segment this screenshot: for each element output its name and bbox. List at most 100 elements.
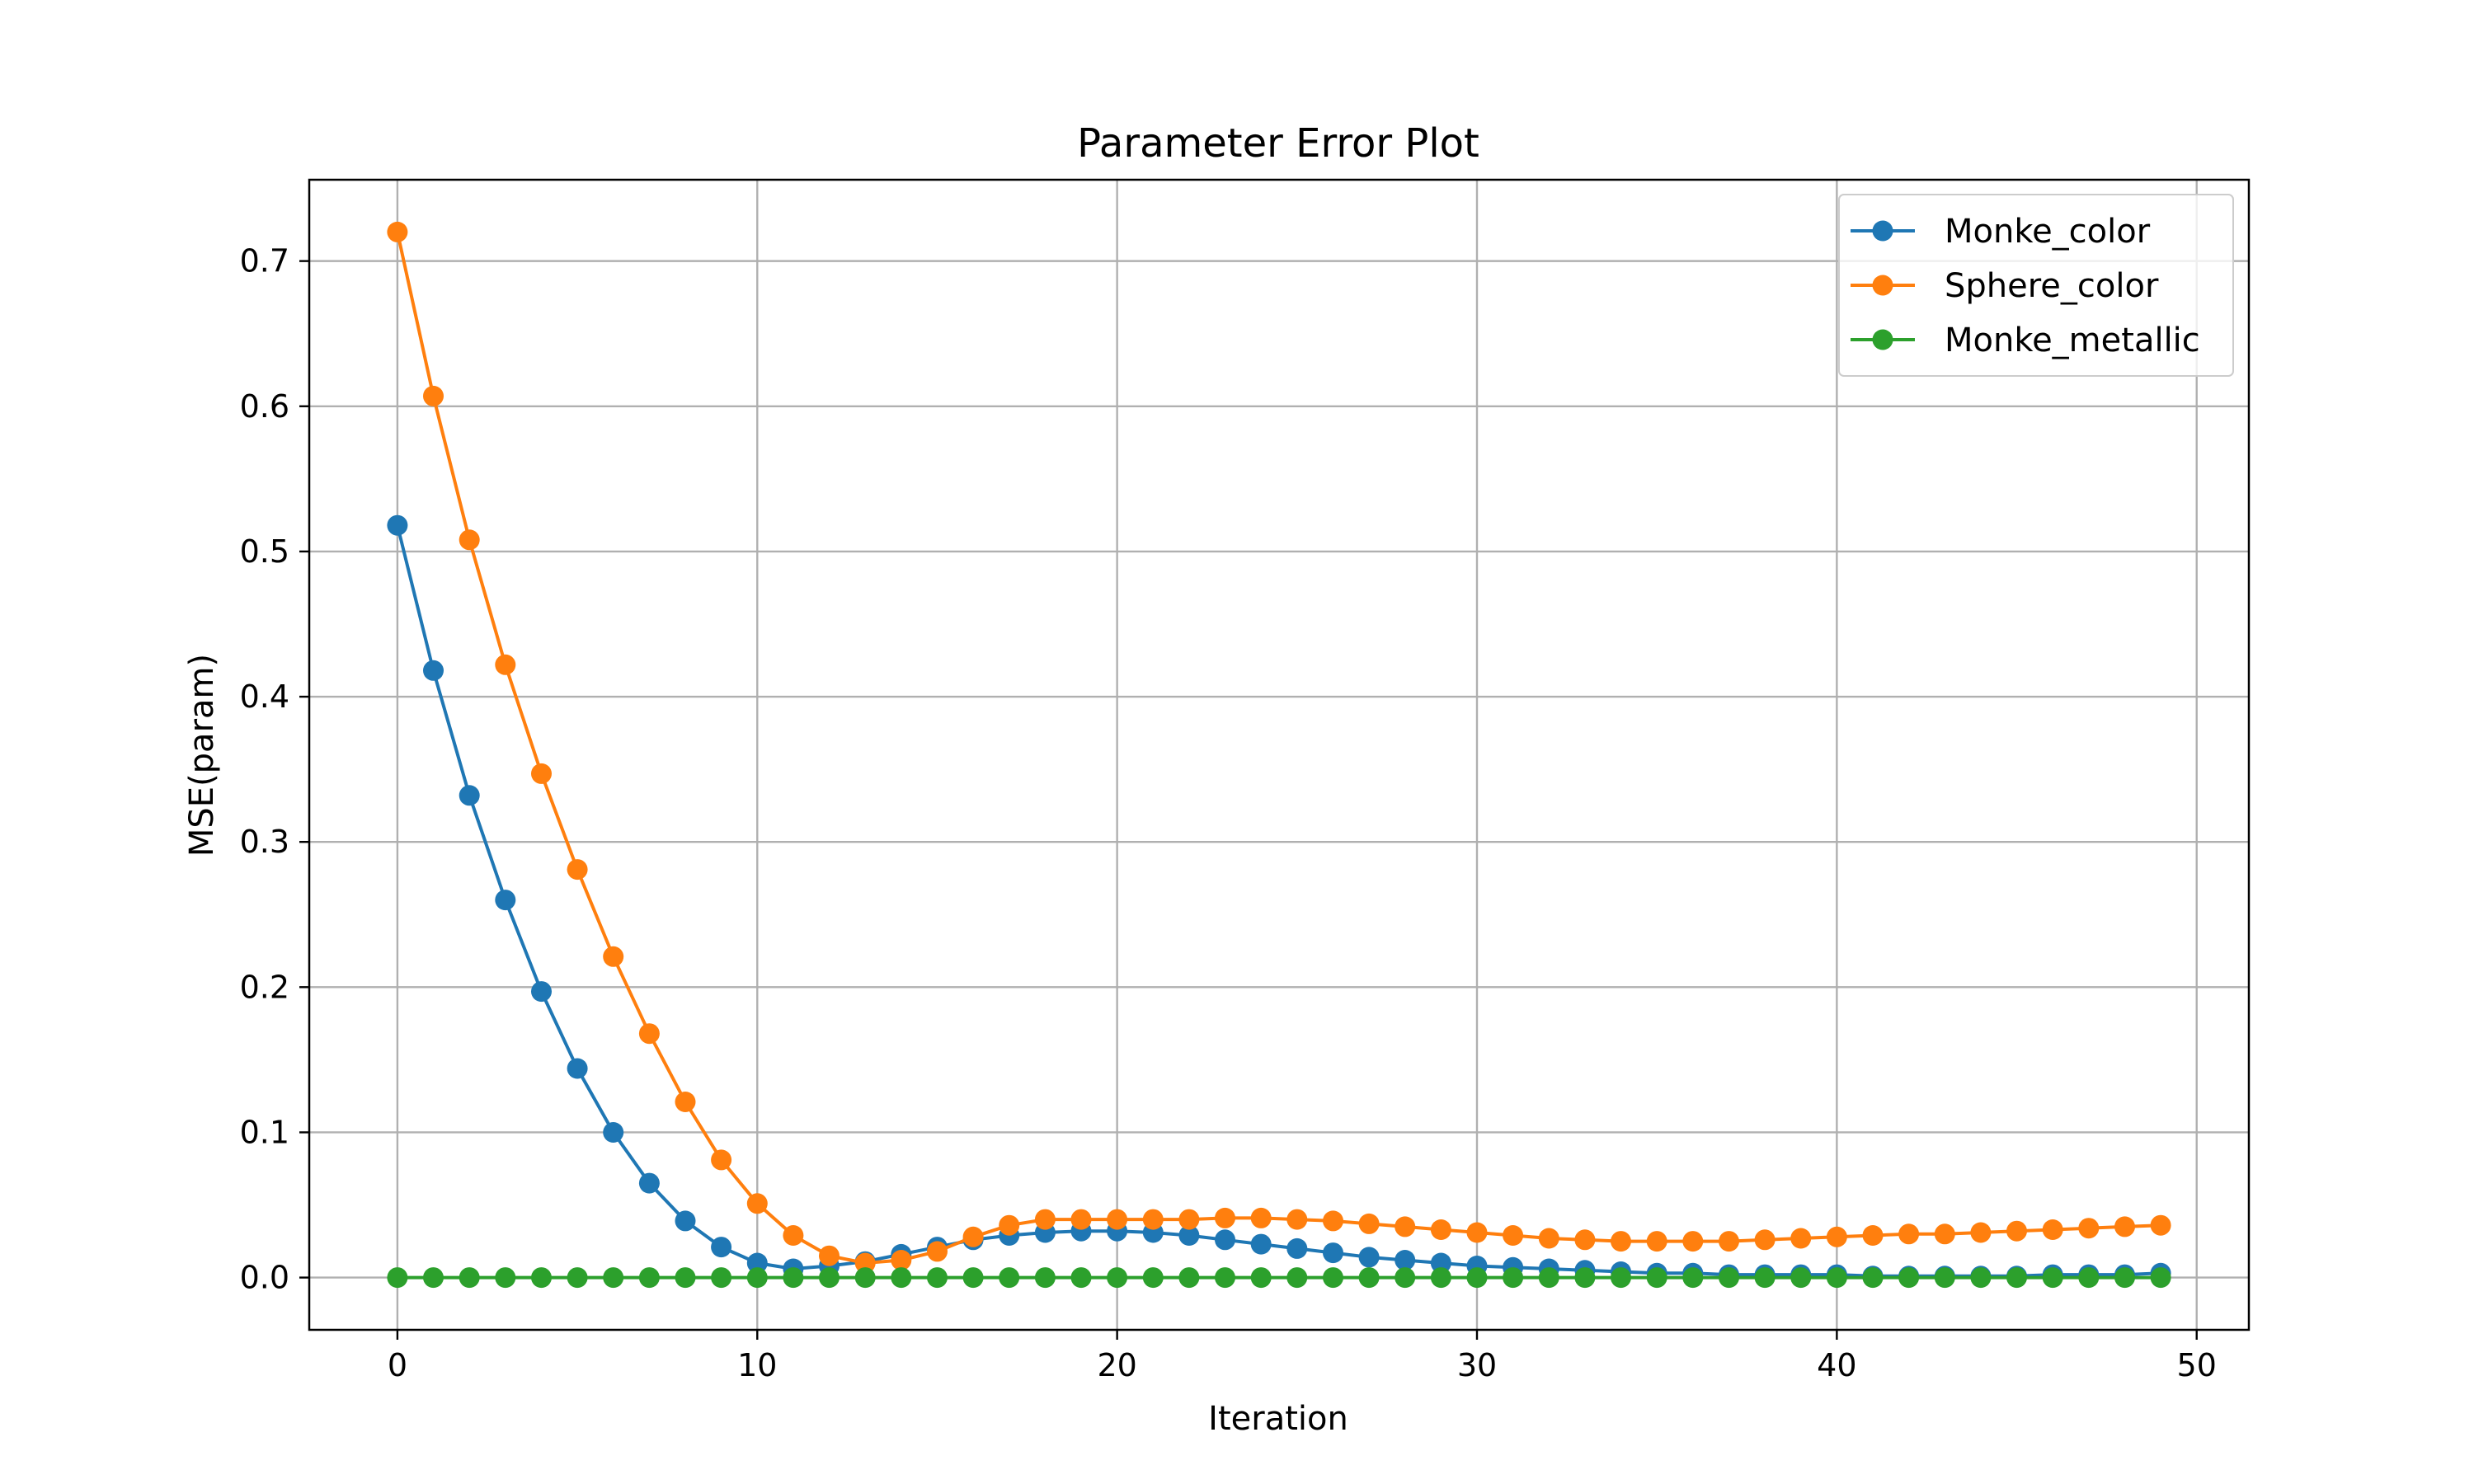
data-point-monke-metallic [1503,1267,1524,1289]
data-point-monke-color [459,785,480,806]
data-point-monke-metallic [603,1267,624,1289]
data-point-monke-metallic [423,1267,444,1289]
data-point-monke-metallic [531,1267,552,1289]
data-point-sphere-color [638,1023,660,1045]
data-point-monke-metallic [999,1267,1020,1289]
data-point-monke-metallic [746,1267,768,1289]
legend-item-monke-metallic: Monke_metallic [1851,322,2200,359]
data-point-monke-metallic [1286,1267,1308,1289]
data-point-sphere-color [2042,1219,2063,1240]
data-point-monke-color [531,981,552,1003]
legend-swatch-marker [1872,275,1893,296]
data-point-sphere-color [1395,1216,1416,1237]
data-point-monke-color [1430,1252,1451,1274]
data-point-sphere-color [1790,1228,1812,1249]
data-point-monke-metallic [1719,1267,1739,1289]
y-tick-label: 0.3 [240,824,289,860]
data-point-sphere-color [962,1226,984,1247]
series-layer [387,221,2171,1289]
data-point-monke-color [1395,1250,1416,1270]
data-point-monke-color [1358,1247,1380,1268]
data-point-monke-metallic [2150,1267,2171,1289]
data-point-sphere-color [999,1214,1020,1236]
data-point-monke-color [387,514,408,536]
data-point-monke-metallic [819,1267,840,1289]
data-point-monke-metallic [1107,1267,1128,1289]
legend-swatch-marker [1872,220,1893,242]
legend-box [1838,194,2234,377]
data-point-monke-metallic [1754,1267,1776,1289]
data-point-sphere-color [1719,1231,1739,1252]
data-point-monke-metallic [1358,1267,1380,1289]
legend-label: Monke_color [1945,213,2151,251]
data-point-sphere-color [1538,1228,1559,1249]
data-point-sphere-color [1754,1229,1776,1251]
data-point-monke-metallic [1466,1267,1488,1289]
y-tick-label: 0.6 [240,388,289,425]
data-point-sphere-color [711,1149,732,1171]
data-point-monke-metallic [1790,1267,1812,1289]
data-point-monke-color [495,890,516,911]
data-point-monke-metallic [1682,1267,1704,1289]
data-point-monke-metallic [1395,1267,1416,1289]
data-point-sphere-color [1682,1231,1704,1252]
data-point-sphere-color [1646,1231,1667,1252]
x-tick-label: 0 [388,1347,407,1383]
series-sphere-color [387,221,2171,1274]
data-point-monke-color [746,1252,768,1274]
data-point-sphere-color [1178,1209,1200,1230]
data-point-monke-color [711,1237,732,1258]
data-point-monke-metallic [1646,1267,1667,1289]
data-point-sphere-color [1286,1209,1308,1230]
data-point-monke-metallic [567,1267,588,1289]
data-point-sphere-color [1898,1223,1920,1245]
data-point-monke-color [423,660,444,681]
data-point-monke-metallic [2006,1267,2027,1289]
data-point-monke-metallic [927,1267,948,1289]
data-point-monke-metallic [675,1267,696,1289]
data-point-sphere-color [2006,1220,2027,1242]
data-point-sphere-color [1107,1209,1128,1230]
data-point-sphere-color [1250,1207,1272,1228]
data-point-monke-metallic [495,1267,516,1289]
data-point-sphere-color [2078,1218,2100,1239]
data-point-monke-metallic [1538,1267,1559,1289]
data-point-sphere-color [1934,1223,1955,1245]
data-point-monke-metallic [1034,1267,1056,1289]
data-point-monke-metallic [1611,1267,1631,1289]
data-point-monke-metallic [459,1267,480,1289]
data-point-sphere-color [1323,1210,1343,1232]
data-point-monke-color [638,1172,660,1194]
data-point-monke-metallic [1250,1267,1272,1289]
axis-ticks: 0 10 20 30 40 50 0.0 0.1 0.2 0.3 0.4 0.5 0.6 0.7 [240,243,2217,1383]
data-point-monke-metallic [1142,1267,1164,1289]
x-tick-label: 10 [737,1347,777,1383]
data-point-monke-color [567,1058,588,1079]
data-point-monke-metallic [1215,1267,1235,1289]
chart-title: Parameter Error Plot [1077,120,1479,167]
data-point-sphere-color [1215,1207,1235,1228]
data-point-sphere-color [567,859,588,881]
y-axis-label: MSE(param) [183,654,221,857]
legend-item-sphere-color: Sphere_color [1851,267,2159,305]
data-point-monke-metallic [711,1267,732,1289]
data-point-monke-metallic [1070,1267,1092,1289]
data-point-monke-metallic [854,1267,876,1289]
data-point-monke-color [1286,1237,1308,1259]
data-point-monke-metallic [1970,1267,1992,1289]
data-point-monke-color [1323,1242,1343,1264]
x-tick-label: 50 [2177,1347,2217,1383]
data-point-monke-color [1250,1233,1272,1255]
data-point-sphere-color [2150,1214,2171,1236]
y-tick-label: 0.7 [240,243,289,279]
data-point-sphere-color [1430,1219,1451,1240]
data-point-sphere-color [387,221,408,242]
data-point-sphere-color [495,654,516,675]
data-point-monke-metallic [2078,1267,2100,1289]
y-tick-label: 0.4 [240,679,289,715]
data-point-sphere-color [1826,1226,1847,1247]
data-point-sphere-color [746,1193,768,1214]
data-point-sphere-color [675,1092,696,1112]
grid [309,180,2249,1330]
x-tick-label: 20 [1097,1347,1136,1383]
